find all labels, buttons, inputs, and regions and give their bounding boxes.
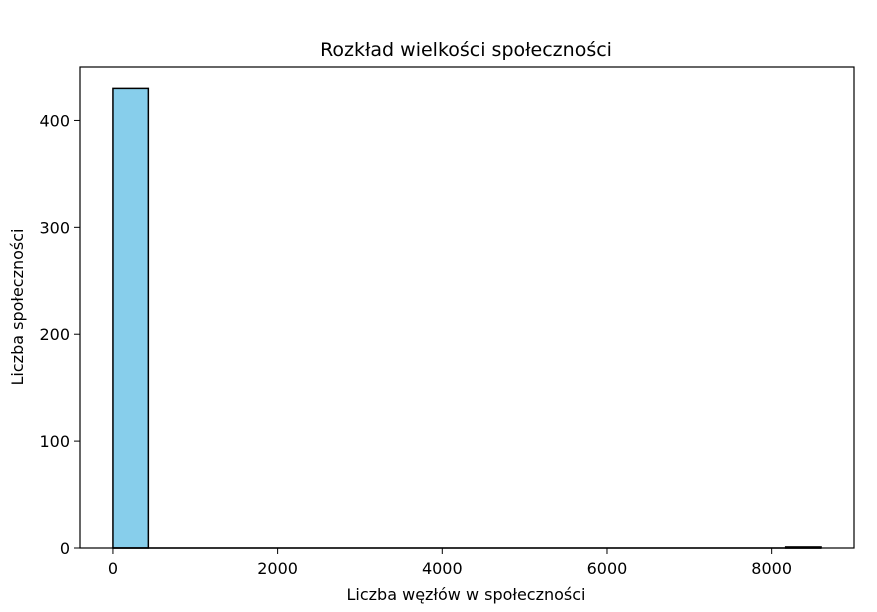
y-tick-label: 0	[60, 539, 70, 558]
y-tick-label: 100	[39, 432, 70, 451]
x-tick-label: 4000	[422, 559, 463, 578]
bars-group	[112, 87, 822, 549]
y-tick-label: 400	[39, 111, 70, 130]
plot-frame	[79, 66, 855, 549]
x-axis: 0 2000 4000 6000 8000	[108, 548, 792, 578]
histogram-bar	[112, 87, 150, 549]
y-axis-label: Liczba społeczności	[8, 229, 27, 386]
y-axis: 0 100 200 300 400	[39, 111, 80, 558]
y-tick-label: 200	[39, 325, 70, 344]
chart-title: Rozkład wielkości społeczności	[320, 39, 612, 61]
x-tick-label: 8000	[751, 559, 792, 578]
x-tick-label: 2000	[257, 559, 298, 578]
y-tick-label: 300	[39, 218, 70, 237]
x-axis-label: Liczba węzłów w społeczności	[347, 585, 586, 604]
x-tick-label: 6000	[587, 559, 628, 578]
x-tick-label: 0	[108, 559, 118, 578]
